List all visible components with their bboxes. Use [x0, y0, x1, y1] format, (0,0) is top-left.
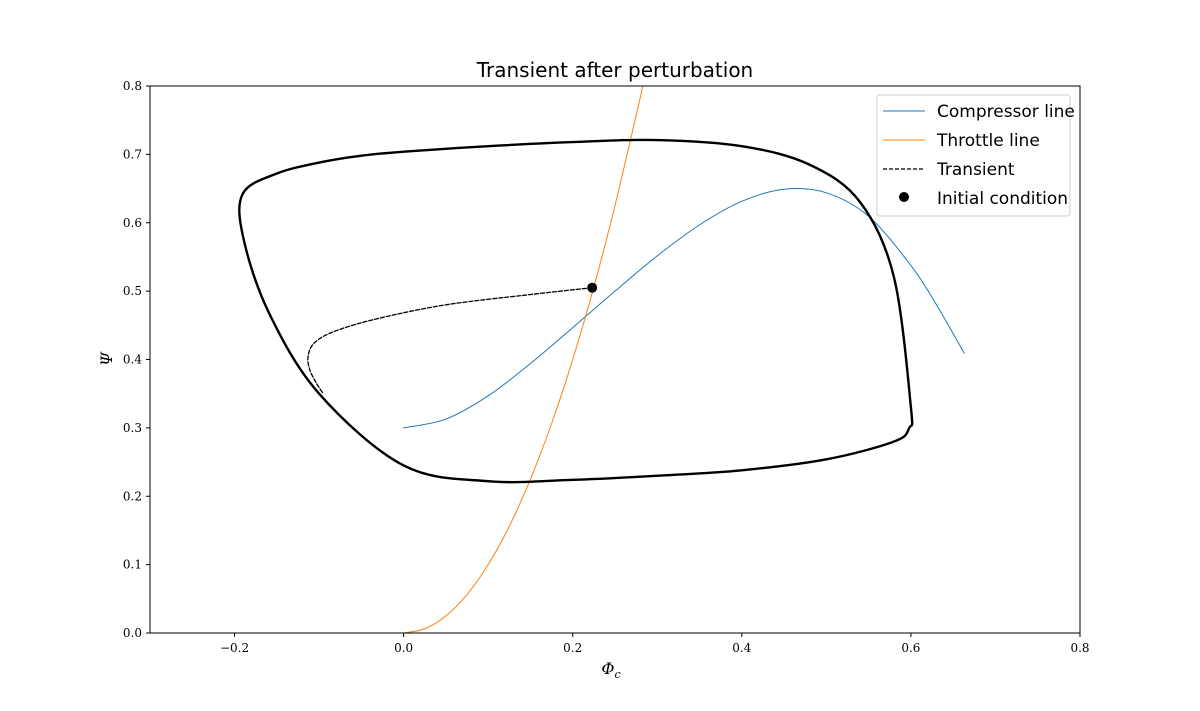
- x-tick-label: −0.2: [220, 641, 249, 655]
- plot-area: [238, 86, 965, 633]
- y-tick-label: 0.1: [123, 558, 142, 572]
- y-tick-label: 0.5: [123, 284, 142, 298]
- y-tick-label: 0.7: [123, 147, 142, 161]
- throttle-line: [403, 86, 644, 633]
- y-tick-label: 0.2: [123, 489, 142, 503]
- x-axis-label-main: Φ: [601, 659, 614, 678]
- x-axis-label-sub: c: [614, 668, 620, 681]
- y-axis-label: Ψ: [97, 351, 116, 366]
- legend-marker-initial-condition: [899, 192, 909, 202]
- transient-line: [307, 287, 593, 395]
- axis-ticks: −0.2 0.0 0.2 0.4 0.6 0.8 0.0 0.1 0.2 0.3 0.4 0.5 0.6…: [123, 79, 1090, 655]
- x-tick-label: 0.2: [563, 641, 582, 655]
- y-tick-label: 0.8: [123, 79, 142, 93]
- legend-label-throttle: Throttle line: [936, 131, 1040, 151]
- legend-label-compressor: Compressor line: [937, 102, 1075, 122]
- x-tick-label: 0.0: [394, 641, 413, 655]
- x-axis-label: Φc: [601, 659, 620, 681]
- y-tick-label: 0.0: [123, 626, 142, 640]
- x-tick-label: 0.4: [732, 641, 751, 655]
- compressor-line: [403, 188, 965, 429]
- limit-cycle-line: [238, 138, 914, 484]
- axes-frame: [149, 85, 1081, 634]
- x-tick-label: 0.8: [1070, 641, 1089, 655]
- initial-condition-marker: [587, 282, 598, 293]
- x-tick-label: 0.6: [901, 641, 920, 655]
- y-tick-label: 0.3: [123, 421, 142, 435]
- chart-title: Transient after perturbation: [476, 58, 753, 82]
- y-tick-label: 0.4: [123, 353, 142, 367]
- legend-label-initial-condition: Initial condition: [937, 189, 1068, 209]
- legend-box: [876, 94, 1071, 217]
- y-tick-label: 0.6: [123, 216, 142, 230]
- legend: Compressor line Throttle line Transient …: [876, 94, 1075, 217]
- legend-label-transient: Transient: [936, 160, 1015, 180]
